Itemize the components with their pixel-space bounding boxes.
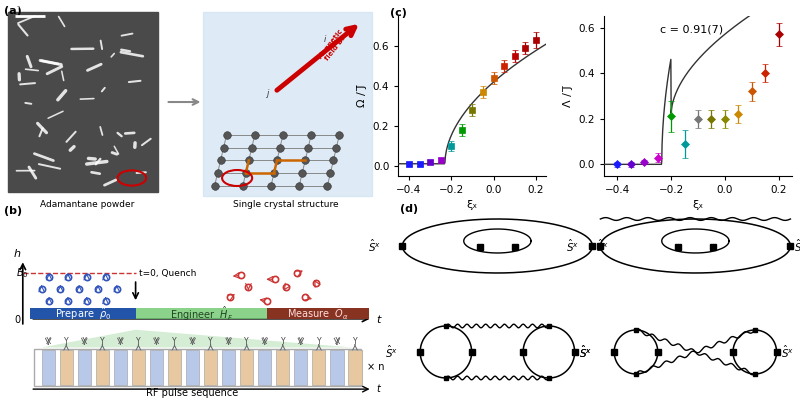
Text: Y: Y (244, 337, 249, 346)
Text: t: t (376, 384, 380, 394)
Text: $\hat{S}^x$: $\hat{S}^x$ (578, 344, 592, 360)
Bar (240, 349, 254, 385)
Text: c = 0.91(7): c = 0.91(7) (661, 24, 723, 34)
Bar (294, 349, 307, 385)
Text: $B_0$: $B_0$ (16, 266, 29, 280)
Bar (78, 349, 91, 385)
Bar (258, 349, 271, 385)
Text: Measure  $\hat{O}_\alpha$: Measure $\hat{O}_\alpha$ (287, 305, 349, 322)
Text: $\hat{S}^x$: $\hat{S}^x$ (386, 344, 398, 360)
Bar (267, 308, 369, 319)
Text: X: X (298, 337, 303, 346)
Text: $\hat{S}^x$: $\hat{S}^x$ (781, 344, 794, 360)
Bar (312, 349, 326, 385)
Text: (c): (c) (390, 8, 406, 18)
Text: i: i (323, 35, 326, 44)
Bar (96, 349, 109, 385)
Text: Adamantane powder: Adamantane powder (39, 200, 134, 209)
Text: X: X (190, 337, 195, 346)
Text: Y: Y (208, 337, 213, 346)
Text: X: X (262, 337, 267, 346)
Text: $\hat{S}^x$: $\hat{S}^x$ (579, 344, 593, 360)
Text: j: j (267, 89, 270, 98)
Text: t: t (376, 315, 381, 325)
Text: Y: Y (317, 337, 322, 346)
Bar (132, 349, 145, 385)
Text: Y: Y (353, 337, 358, 346)
Text: 0: 0 (14, 315, 21, 325)
Bar (222, 349, 235, 385)
Text: X: X (118, 337, 123, 346)
Text: Y: Y (100, 337, 105, 346)
Bar (203, 12, 373, 196)
Text: Y: Y (281, 337, 285, 346)
Text: (d): (d) (400, 204, 418, 214)
Text: Single crystal structure: Single crystal structure (233, 200, 339, 209)
Bar (349, 349, 362, 385)
Text: RF pulse sequence: RF pulse sequence (146, 388, 238, 398)
Text: Engineer  $\hat{H}_F$: Engineer $\hat{H}_F$ (170, 304, 233, 323)
Text: X: X (226, 337, 231, 346)
Text: Y: Y (172, 337, 177, 346)
Text: (a): (a) (4, 6, 22, 16)
Bar (34, 349, 362, 386)
Bar (30, 308, 135, 319)
Bar (150, 349, 163, 385)
Bar (168, 349, 181, 385)
Text: X: X (334, 337, 339, 346)
Y-axis label: Ω / J̅: Ω / J̅ (358, 85, 367, 107)
Text: X: X (46, 337, 51, 346)
Text: $\hat{S}^x$: $\hat{S}^x$ (367, 238, 381, 254)
Bar (186, 349, 199, 385)
Bar (60, 349, 73, 385)
Bar (42, 349, 54, 385)
X-axis label: ξₓ: ξₓ (692, 200, 704, 210)
Bar (330, 349, 343, 385)
Y-axis label: Λ / J̅: Λ / J̅ (563, 85, 573, 107)
Polygon shape (42, 330, 354, 347)
Text: h: h (14, 249, 21, 259)
Bar (276, 349, 290, 385)
Text: Prepare  $\hat{\rho}_0$: Prepare $\hat{\rho}_0$ (54, 305, 111, 322)
Text: $\hat{S}^x$: $\hat{S}^x$ (566, 238, 578, 254)
Text: 50 μm: 50 μm (15, 2, 40, 11)
Text: Y: Y (64, 337, 69, 346)
Text: t=0, Quench: t=0, Quench (139, 269, 197, 278)
Text: Y: Y (136, 337, 141, 346)
Bar (8, 12, 158, 192)
Bar (135, 308, 267, 319)
Bar (114, 349, 127, 385)
Text: $\hat{S}^x$: $\hat{S}^x$ (794, 238, 800, 254)
Text: (b): (b) (4, 206, 22, 216)
X-axis label: ξₓ: ξₓ (466, 200, 478, 210)
Text: Magnetic
field B₀: Magnetic field B₀ (317, 27, 350, 64)
Text: × n: × n (367, 362, 384, 372)
Text: X: X (82, 337, 87, 346)
Text: $\hat{S}^x$: $\hat{S}^x$ (596, 238, 610, 254)
Bar (204, 349, 217, 385)
Text: X: X (154, 337, 159, 346)
